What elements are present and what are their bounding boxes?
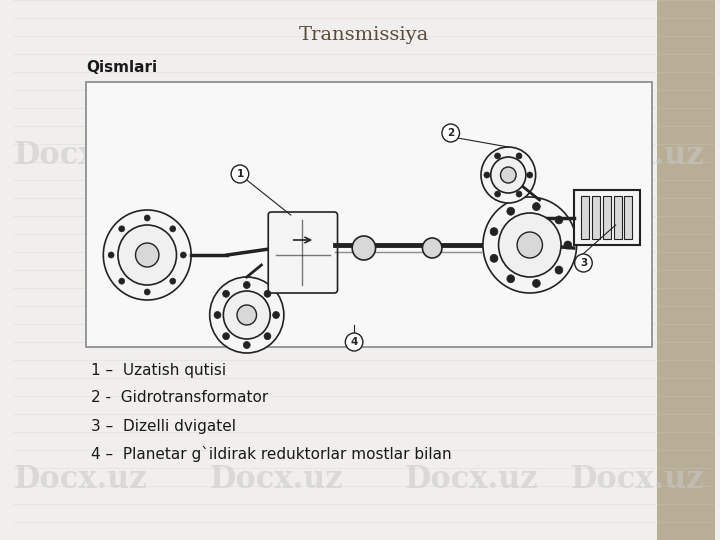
Circle shape [214,312,221,319]
Circle shape [495,191,500,197]
Circle shape [516,153,522,159]
Text: Docx.uz: Docx.uz [14,464,148,496]
Text: 1: 1 [236,169,243,179]
Text: Docx.uz: Docx.uz [210,464,343,496]
Circle shape [442,124,459,142]
Text: 3: 3 [580,258,587,268]
Bar [86,82,652,347]
Text: 4: 4 [351,337,358,347]
Circle shape [170,278,176,284]
Circle shape [555,216,563,224]
Text: Docx.uz: Docx.uz [210,139,343,171]
Bar [624,196,632,239]
Circle shape [210,277,284,353]
Circle shape [181,252,186,258]
Circle shape [533,202,540,211]
Text: 2 -  Gidrotransformator: 2 - Gidrotransformator [91,390,268,406]
Circle shape [118,225,176,285]
Circle shape [495,153,500,159]
Circle shape [222,291,230,298]
Circle shape [575,254,593,272]
Circle shape [103,210,191,300]
Bar [582,196,589,239]
Circle shape [273,312,279,319]
Circle shape [481,147,536,203]
Text: 4 –  Planetar g`ildirak reduktorlar mostlar bilan: 4 – Planetar g`ildirak reduktorlar mostl… [91,446,456,462]
Circle shape [346,333,363,351]
Circle shape [108,252,114,258]
Circle shape [243,341,250,348]
Bar [593,196,600,239]
Circle shape [527,172,533,178]
Text: Docx.uz: Docx.uz [570,139,704,171]
Circle shape [243,281,250,288]
Circle shape [223,291,270,339]
Circle shape [507,275,515,283]
Bar [613,196,621,239]
Circle shape [264,291,271,298]
Circle shape [516,191,522,197]
Circle shape [135,243,159,267]
Text: Docx.uz: Docx.uz [405,464,538,496]
Circle shape [144,215,150,221]
Circle shape [222,333,230,340]
Circle shape [555,266,563,274]
Text: Docx.uz: Docx.uz [570,464,704,496]
Text: 3 –  Dizelli dvigatel: 3 – Dizelli dvigatel [91,418,235,434]
Circle shape [498,213,561,277]
Circle shape [533,279,540,287]
Circle shape [144,289,150,295]
Bar [657,0,715,540]
Text: Transmissiya: Transmissiya [299,26,429,44]
Text: 2: 2 [447,128,454,138]
Circle shape [483,197,577,293]
Circle shape [484,172,490,178]
Circle shape [500,167,516,183]
Circle shape [490,228,498,235]
Circle shape [507,207,515,215]
Circle shape [264,333,271,340]
Circle shape [119,226,125,232]
Circle shape [423,238,442,258]
FancyBboxPatch shape [269,212,338,293]
Text: 1 –  Uzatish qutisi: 1 – Uzatish qutisi [91,362,226,377]
Circle shape [352,236,376,260]
Circle shape [231,165,248,183]
Circle shape [517,232,542,258]
Text: Docx.uz: Docx.uz [14,139,148,171]
Text: Qismlari: Qismlari [86,60,157,76]
Circle shape [491,157,526,193]
Circle shape [170,226,176,232]
Circle shape [119,278,125,284]
Bar [603,196,611,239]
Circle shape [490,254,498,262]
Bar [574,190,640,245]
Text: Docx.uz: Docx.uz [405,139,538,171]
Circle shape [237,305,256,325]
Circle shape [564,241,572,249]
